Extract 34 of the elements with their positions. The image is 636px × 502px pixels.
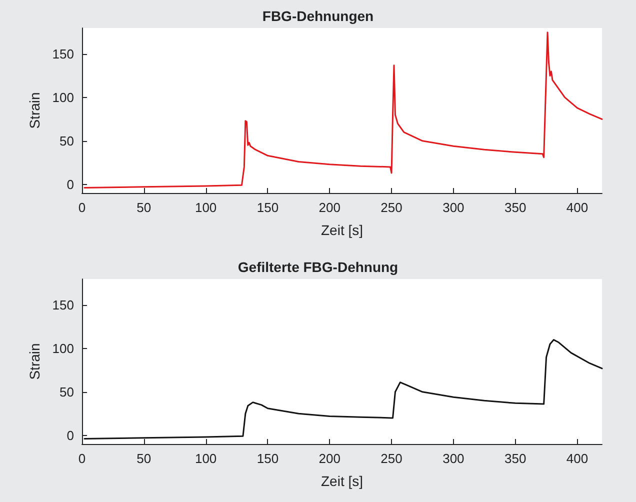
x-tick-label: 50 (136, 451, 152, 466)
x-tick-label: 400 (566, 200, 588, 215)
x-tick-label: 300 (442, 200, 464, 215)
x-tick-label: 0 (78, 451, 86, 466)
y-tick-label: 100 (52, 90, 74, 105)
chart-title: FBG-Dehnungen (262, 8, 374, 24)
x-tick-label: 0 (78, 200, 86, 215)
line-series (84, 339, 603, 440)
x-tick-label: 150 (256, 451, 279, 466)
y-tick-label: 150 (52, 46, 74, 62)
x-tick-label: 400 (566, 451, 588, 466)
x-tick-label: 350 (504, 200, 526, 215)
line-series (84, 32, 603, 189)
y-tick-label: 50 (60, 133, 74, 148)
chart-title: Gefilterte FBG-Dehnung (238, 259, 398, 275)
x-tick-label: 100 (194, 451, 217, 466)
x-axis-title: Zeit [s] (320, 473, 364, 489)
x-tick-label: 300 (442, 451, 464, 466)
x-tick-label: 200 (318, 451, 340, 466)
x-tick-label: 100 (194, 200, 217, 215)
x-tick-label: 50 (136, 200, 152, 215)
x-axis-title: Zeit [s] (320, 222, 364, 238)
x-tick-label: 200 (318, 200, 340, 215)
y-tick-label: 150 (52, 298, 74, 313)
x-tick-label: 350 (504, 451, 526, 466)
x-tick-label: 250 (380, 200, 402, 215)
x-tick-label: 150 (256, 200, 279, 215)
y-tick-label: 50 (60, 384, 74, 400)
y-axis-title: Strain (26, 92, 42, 129)
y-tick-label: 0 (66, 428, 74, 443)
y-axis-title: Strain (26, 343, 42, 380)
x-tick-label: 250 (380, 451, 402, 466)
y-tick-label: 0 (66, 176, 74, 192)
y-tick-label: 100 (52, 340, 74, 356)
